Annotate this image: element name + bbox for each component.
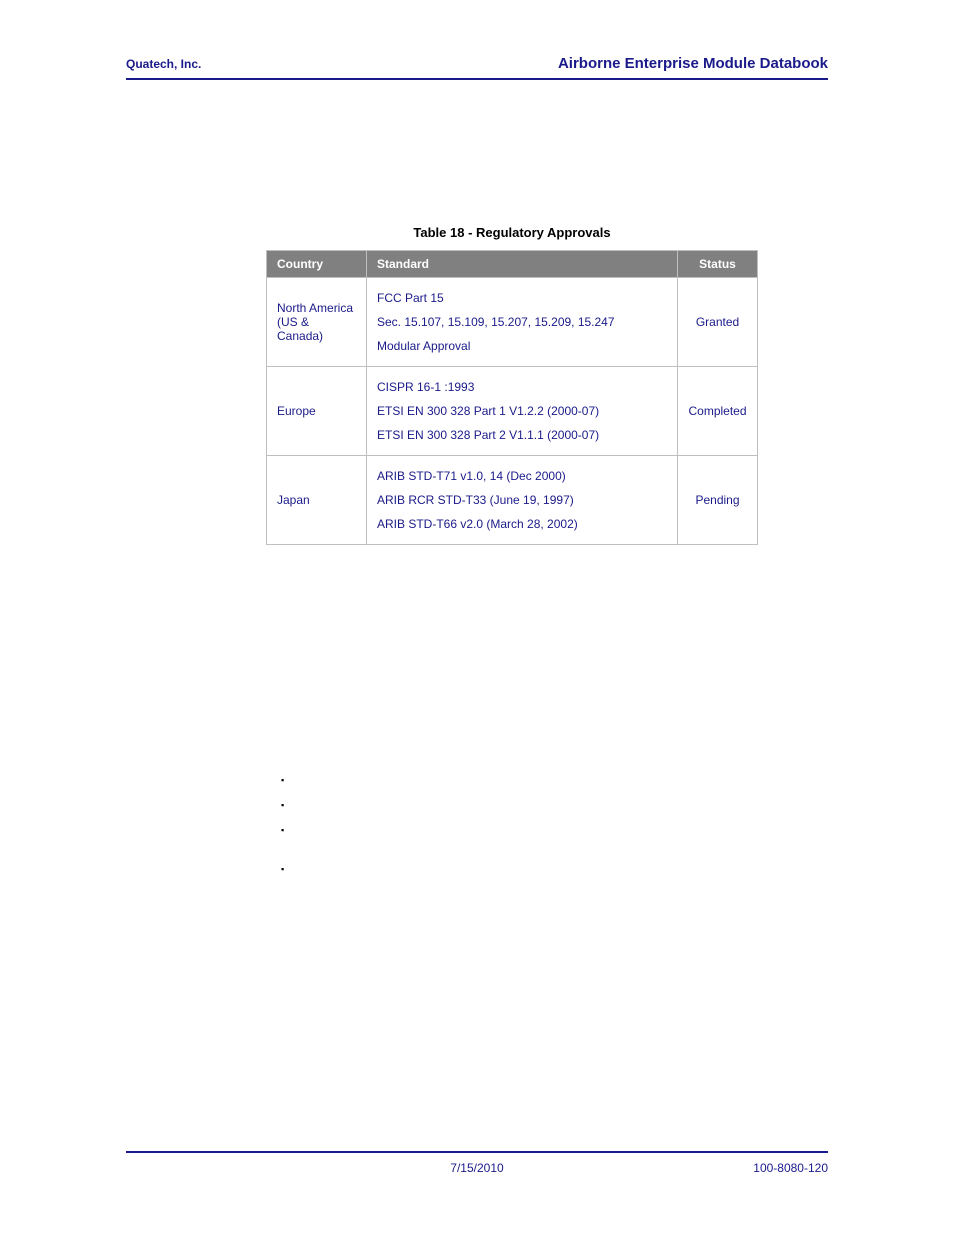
table-row: Europe CISPR 16-1 :1993 ETSI EN 300 328 … [267, 367, 758, 456]
standard-line: Modular Approval [377, 339, 470, 353]
page: Quatech, Inc. Airborne Enterprise Module… [0, 0, 954, 1235]
cell-country: North America (US & Canada) [267, 278, 367, 367]
cell-standard: CISPR 16-1 :1993 ETSI EN 300 328 Part 1 … [367, 367, 678, 456]
header-doc-title: Airborne Enterprise Module Databook [558, 55, 828, 72]
table-row: North America (US & Canada) FCC Part 15 … [267, 278, 758, 367]
header-company: Quatech, Inc. [126, 57, 201, 71]
cell-standard: FCC Part 15 Sec. 15.107, 15.109, 15.207,… [367, 278, 678, 367]
standard-line: ETSI EN 300 328 Part 1 V1.2.2 (2000-07) [377, 404, 599, 418]
page-header: Quatech, Inc. Airborne Enterprise Module… [126, 55, 828, 80]
footer-date: 7/15/2010 [360, 1161, 594, 1175]
regulatory-table: Country Standard Status North America (U… [266, 250, 758, 545]
footer-docnum: 100-8080-120 [594, 1161, 828, 1175]
cell-country: Europe [267, 367, 367, 456]
bullet-item [281, 825, 828, 836]
bullet-item [281, 864, 828, 875]
standard-line: CISPR 16-1 :1993 [377, 380, 474, 394]
standard-line: ARIB STD-T66 v2.0 (March 28, 2002) [377, 517, 578, 531]
bullet-item [281, 775, 828, 786]
cell-status: Pending [678, 456, 758, 545]
standard-line: FCC Part 15 [377, 291, 444, 305]
bullet-list [281, 775, 828, 875]
page-footer: 7/15/2010 100-8080-120 [126, 1151, 828, 1175]
cell-country: Japan [267, 456, 367, 545]
cell-status: Completed [678, 367, 758, 456]
table-title: Table 18 - Regulatory Approvals [266, 225, 758, 240]
standard-line: ARIB STD-T71 v1.0, 14 (Dec 2000) [377, 469, 566, 483]
bullet-item [281, 800, 828, 811]
footer-left [126, 1161, 360, 1175]
col-header-country: Country [267, 251, 367, 278]
standard-line: ARIB RCR STD-T33 (June 19, 1997) [377, 493, 574, 507]
table-row: Japan ARIB STD-T71 v1.0, 14 (Dec 2000) A… [267, 456, 758, 545]
cell-standard: ARIB STD-T71 v1.0, 14 (Dec 2000) ARIB RC… [367, 456, 678, 545]
col-header-standard: Standard [367, 251, 678, 278]
regulatory-table-block: Table 18 - Regulatory Approvals Country … [266, 225, 758, 545]
cell-status: Granted [678, 278, 758, 367]
table-header-row: Country Standard Status [267, 251, 758, 278]
standard-line: ETSI EN 300 328 Part 2 V1.1.1 (2000-07) [377, 428, 599, 442]
standard-line: Sec. 15.107, 15.109, 15.207, 15.209, 15.… [377, 315, 615, 329]
col-header-status: Status [678, 251, 758, 278]
